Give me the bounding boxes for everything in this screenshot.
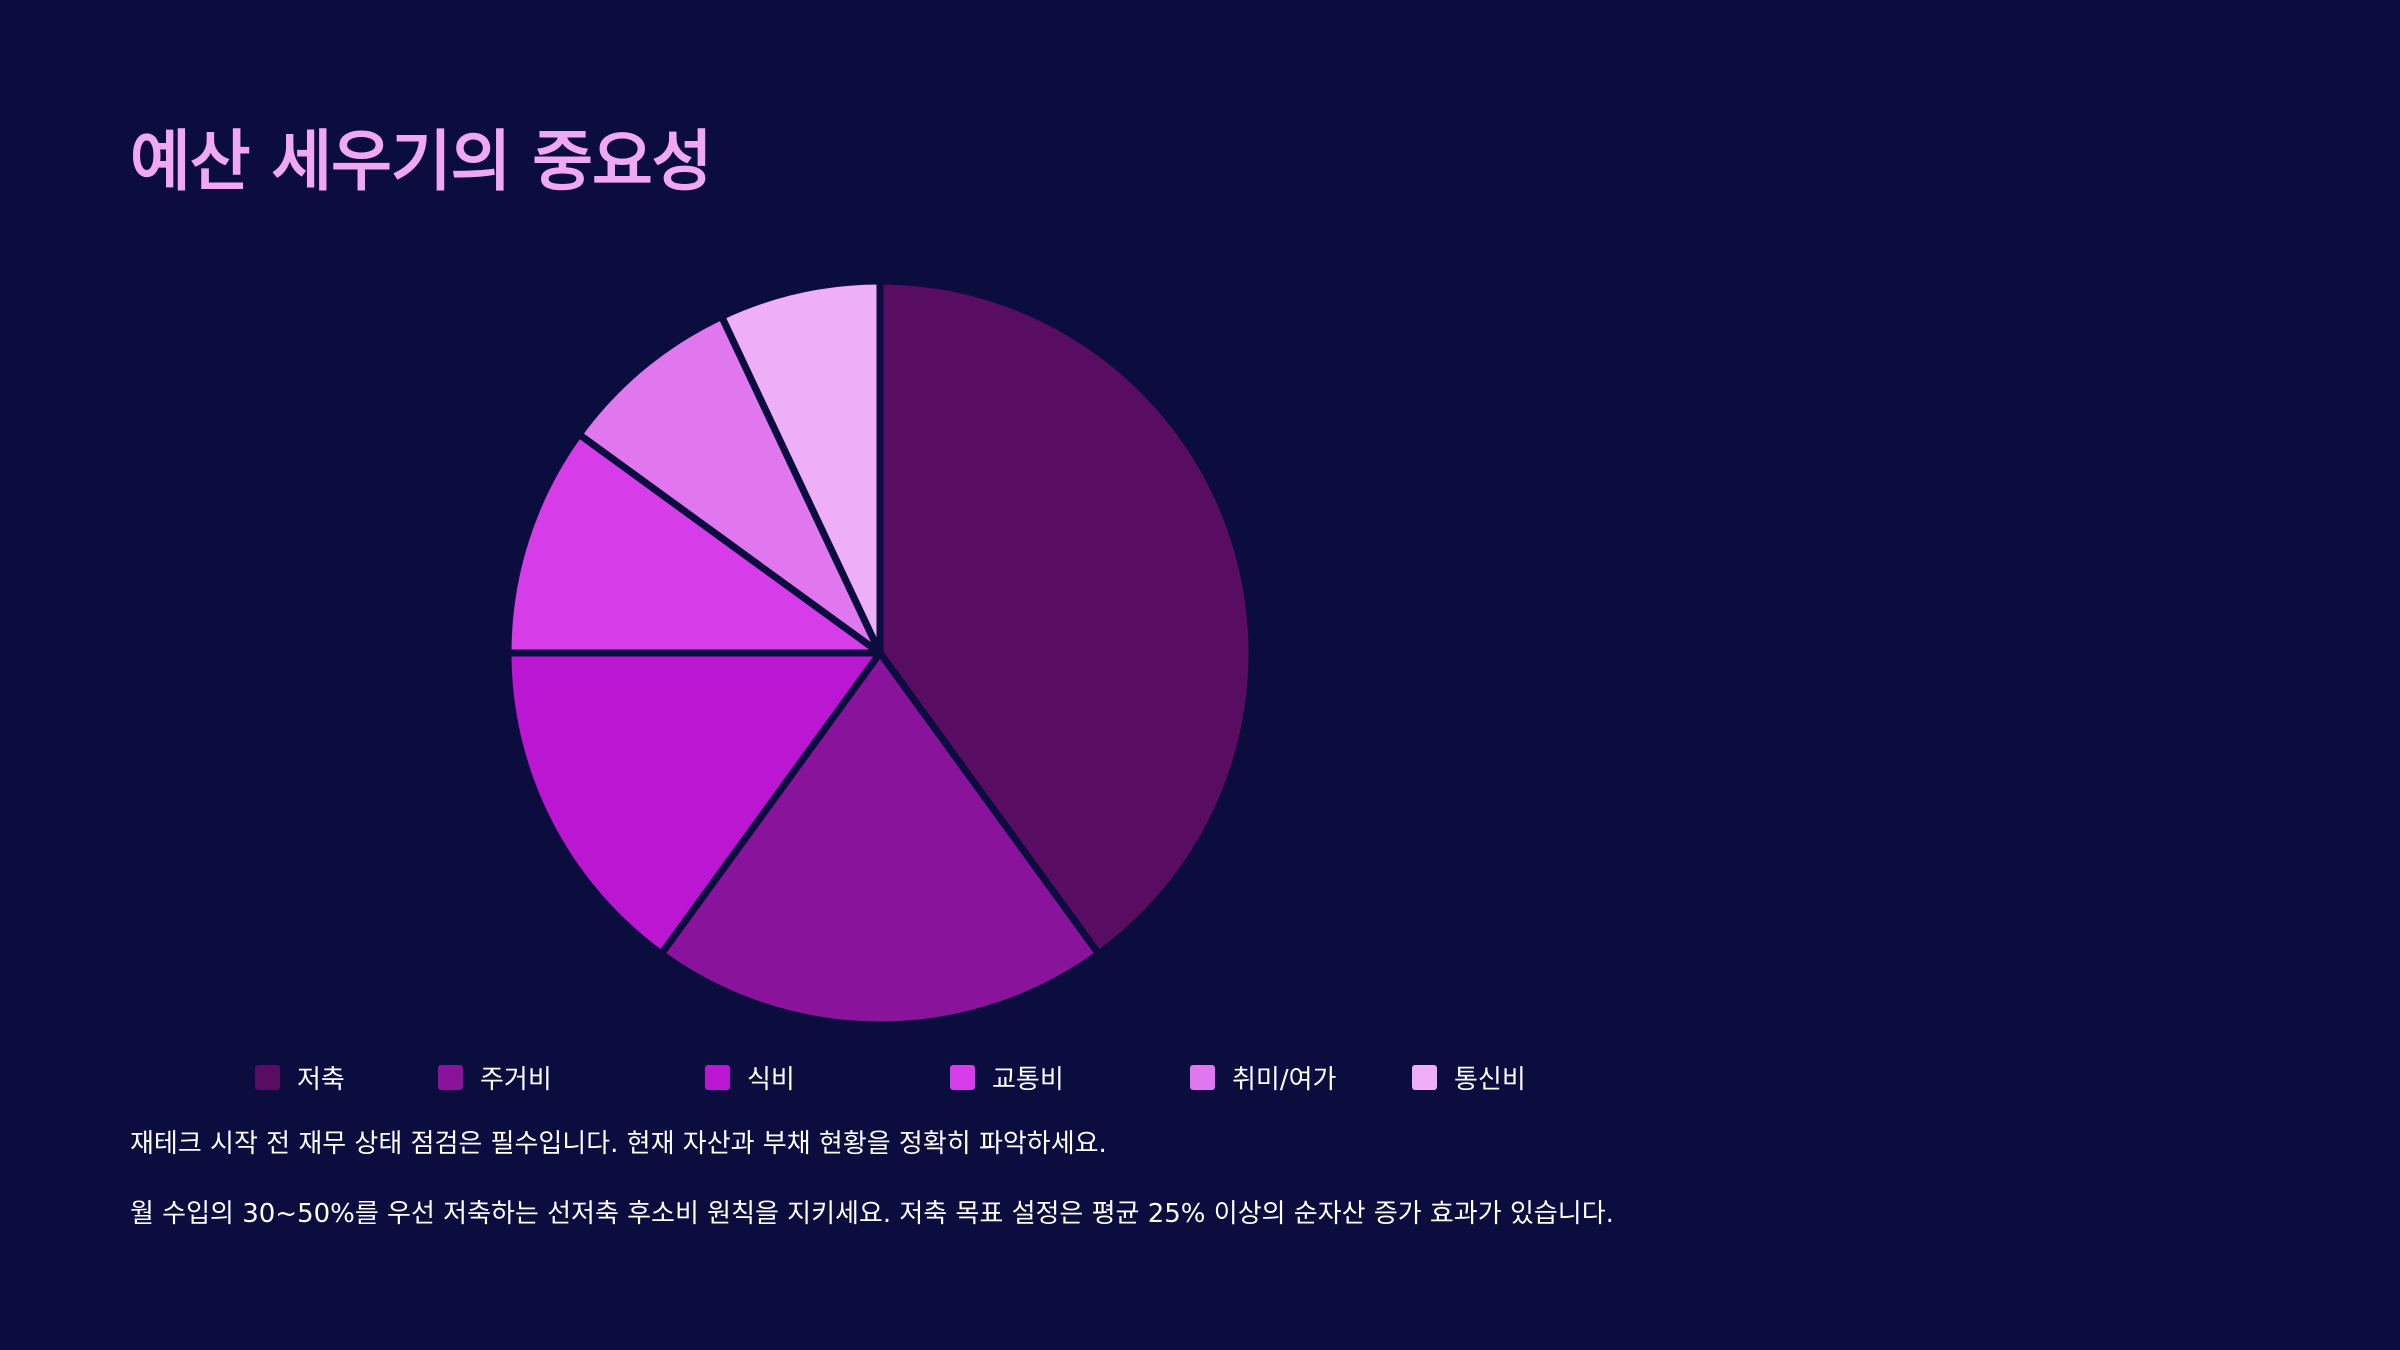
legend-label: 교통비 bbox=[992, 1064, 1064, 1095]
legend-label: 취미/여가 bbox=[1232, 1064, 1337, 1095]
pie-slice-1 bbox=[876, 277, 1256, 958]
legend-item: 통신비 bbox=[1412, 1055, 1526, 1099]
chart-legend: 저축 주거비 식비 교통비 취미/여가 통신비 bbox=[0, 1055, 2400, 1099]
budget-pie-chart bbox=[504, 277, 1256, 1029]
legend-item: 취미/여가 bbox=[1190, 1055, 1336, 1099]
legend-label: 주거비 bbox=[480, 1064, 552, 1095]
legend-swatch bbox=[1412, 1064, 1437, 1090]
pie-slice-4 bbox=[504, 430, 884, 657]
paragraph-saving-principle: 월 수입의 30~50%를 우선 저축하는 선저축 후소비 원칙을 지키세요. … bbox=[130, 1199, 1614, 1229]
pie-slice-6 bbox=[718, 277, 884, 657]
legend-label: 저축 bbox=[297, 1064, 345, 1095]
legend-label: 통신비 bbox=[1454, 1064, 1526, 1095]
page-title: 예산 세우기의 중요성 bbox=[130, 123, 712, 200]
legend-label: 식비 bbox=[747, 1064, 795, 1095]
pie-slice-3 bbox=[504, 649, 884, 958]
legend-swatch bbox=[705, 1064, 730, 1090]
legend-swatch bbox=[438, 1064, 463, 1090]
legend-item: 교통비 bbox=[950, 1055, 1064, 1099]
legend-item: 저축 bbox=[255, 1055, 345, 1099]
legend-swatch bbox=[255, 1064, 280, 1090]
pie-slice-5 bbox=[575, 312, 884, 657]
paragraph-financial-check: 재테크 시작 전 재무 상태 점검은 필수입니다. 현재 자산과 부채 현황을 … bbox=[130, 1129, 1107, 1159]
legend-item: 식비 bbox=[705, 1055, 795, 1099]
legend-swatch bbox=[950, 1064, 975, 1090]
legend-swatch bbox=[1190, 1064, 1215, 1090]
pie-slice-2 bbox=[657, 649, 1103, 1029]
legend-item: 주거비 bbox=[438, 1055, 552, 1099]
